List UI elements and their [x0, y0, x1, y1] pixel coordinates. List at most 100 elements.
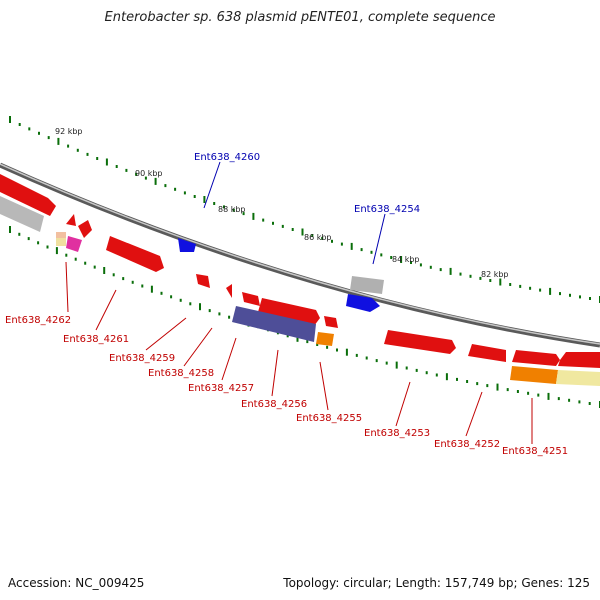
major-tick — [150, 285, 153, 293]
minor-tick — [291, 228, 294, 231]
gene-label[interactable]: Ent638_4253 — [364, 428, 430, 439]
minor-tick — [112, 273, 115, 277]
minor-tick — [380, 253, 383, 257]
major-tick — [499, 278, 502, 286]
grey-feature[interactable] — [350, 276, 384, 294]
major-tick — [55, 247, 58, 255]
gene-label[interactable]: Ent638_4256 — [241, 399, 307, 410]
minor-tick — [179, 298, 182, 302]
grey-feature[interactable] — [0, 196, 44, 232]
minor-tick — [340, 242, 343, 246]
gene-arrow[interactable] — [0, 174, 56, 216]
gene-arrow[interactable] — [384, 330, 456, 354]
accession-text: Accession: NC_009425 — [8, 576, 145, 590]
gene-label[interactable]: Ent638_4258 — [148, 368, 214, 379]
major-tick — [345, 348, 348, 356]
minor-tick — [589, 297, 591, 300]
minor-tick — [189, 302, 192, 306]
major-tick — [9, 226, 11, 233]
gene-label[interactable]: Ent638_4252 — [434, 439, 500, 450]
gene-label[interactable]: Ent638_4259 — [109, 353, 175, 364]
minor-tick — [115, 165, 118, 168]
minor-tick — [557, 397, 560, 401]
kbp-label-82: 82 kbp — [481, 270, 509, 279]
kbp-label-92: 92 kbp — [55, 127, 83, 136]
minor-tick — [336, 348, 338, 352]
gene-arrow[interactable] — [242, 292, 260, 306]
gene-arrow[interactable] — [468, 344, 506, 362]
gene-label[interactable]: Ent638_4257 — [188, 383, 254, 394]
minor-tick — [527, 391, 530, 395]
minor-tick — [509, 283, 512, 286]
minor-tick — [375, 359, 378, 363]
gene-label[interactable]: Ent638_4261 — [63, 334, 129, 345]
minor-tick — [242, 212, 245, 216]
minor-tick — [38, 131, 40, 135]
gene-block[interactable] — [56, 238, 66, 246]
leader-line — [465, 391, 483, 437]
gene-label[interactable]: Ent638_4254 — [354, 204, 420, 215]
kbp-label-84: 84 kbp — [392, 255, 420, 264]
reverse-gene-arrow[interactable] — [178, 238, 196, 252]
gene-label[interactable]: Ent638_4251 — [502, 446, 568, 457]
minor-tick — [466, 380, 469, 383]
minor-tick — [135, 172, 138, 176]
minor-tick — [410, 261, 412, 264]
minor-tick — [469, 274, 472, 278]
reverse-gene-arrow[interactable] — [346, 294, 380, 312]
minor-tick — [355, 353, 358, 357]
major-tick — [57, 137, 60, 145]
minor-tick — [415, 368, 418, 372]
gene-arrow[interactable] — [512, 350, 560, 366]
pink-gene-block[interactable] — [66, 236, 82, 252]
orange-feature[interactable] — [316, 332, 334, 346]
leader-line — [145, 317, 187, 351]
major-tick — [445, 373, 448, 381]
leader-line — [203, 161, 221, 209]
minor-tick — [272, 221, 274, 225]
leader-line — [183, 327, 213, 367]
orange-feature[interactable] — [510, 366, 558, 384]
leader-line — [372, 213, 386, 265]
minor-tick — [193, 195, 196, 198]
minor-tick — [96, 157, 99, 160]
gene-arrow[interactable] — [558, 352, 600, 368]
major-tick — [9, 116, 11, 123]
minor-tick — [46, 245, 49, 249]
gene-arrow[interactable] — [106, 236, 164, 272]
gene-label[interactable]: Ent638_4255 — [296, 413, 362, 424]
minor-tick — [435, 373, 438, 377]
minor-tick — [228, 315, 231, 319]
minor-tick — [76, 148, 79, 152]
minor-tick — [331, 239, 333, 243]
gene-arrow[interactable] — [78, 220, 92, 238]
minor-tick — [326, 345, 329, 349]
major-tick — [496, 383, 499, 391]
gene-arrow[interactable] — [196, 274, 210, 288]
gene-arrow[interactable] — [324, 316, 338, 328]
minor-tick — [262, 218, 265, 222]
minor-tick — [579, 295, 581, 299]
leader-line — [95, 289, 117, 331]
minor-tick — [365, 356, 368, 360]
minor-tick — [578, 400, 581, 404]
leader-line — [395, 381, 411, 427]
gene-arrow[interactable] — [258, 298, 320, 326]
backbone-arc — [0, 162, 600, 348]
purple-feature[interactable] — [232, 306, 316, 342]
minor-tick — [537, 393, 540, 397]
gene-label[interactable]: Ent638_4262 — [5, 315, 71, 326]
minor-tick — [311, 234, 314, 237]
minor-tick — [489, 279, 492, 282]
minor-tick — [419, 263, 422, 267]
minor-tick — [588, 402, 591, 405]
minor-tick — [559, 292, 561, 296]
minor-tick — [568, 398, 571, 402]
gene-label[interactable]: Ent638_4260 — [194, 152, 260, 163]
pale-feature[interactable] — [556, 370, 600, 386]
major-tick — [203, 196, 206, 203]
gene-arrow[interactable] — [226, 284, 232, 298]
kbp-label-88: 88 kbp — [218, 205, 246, 214]
gene-arrow[interactable] — [66, 214, 76, 226]
